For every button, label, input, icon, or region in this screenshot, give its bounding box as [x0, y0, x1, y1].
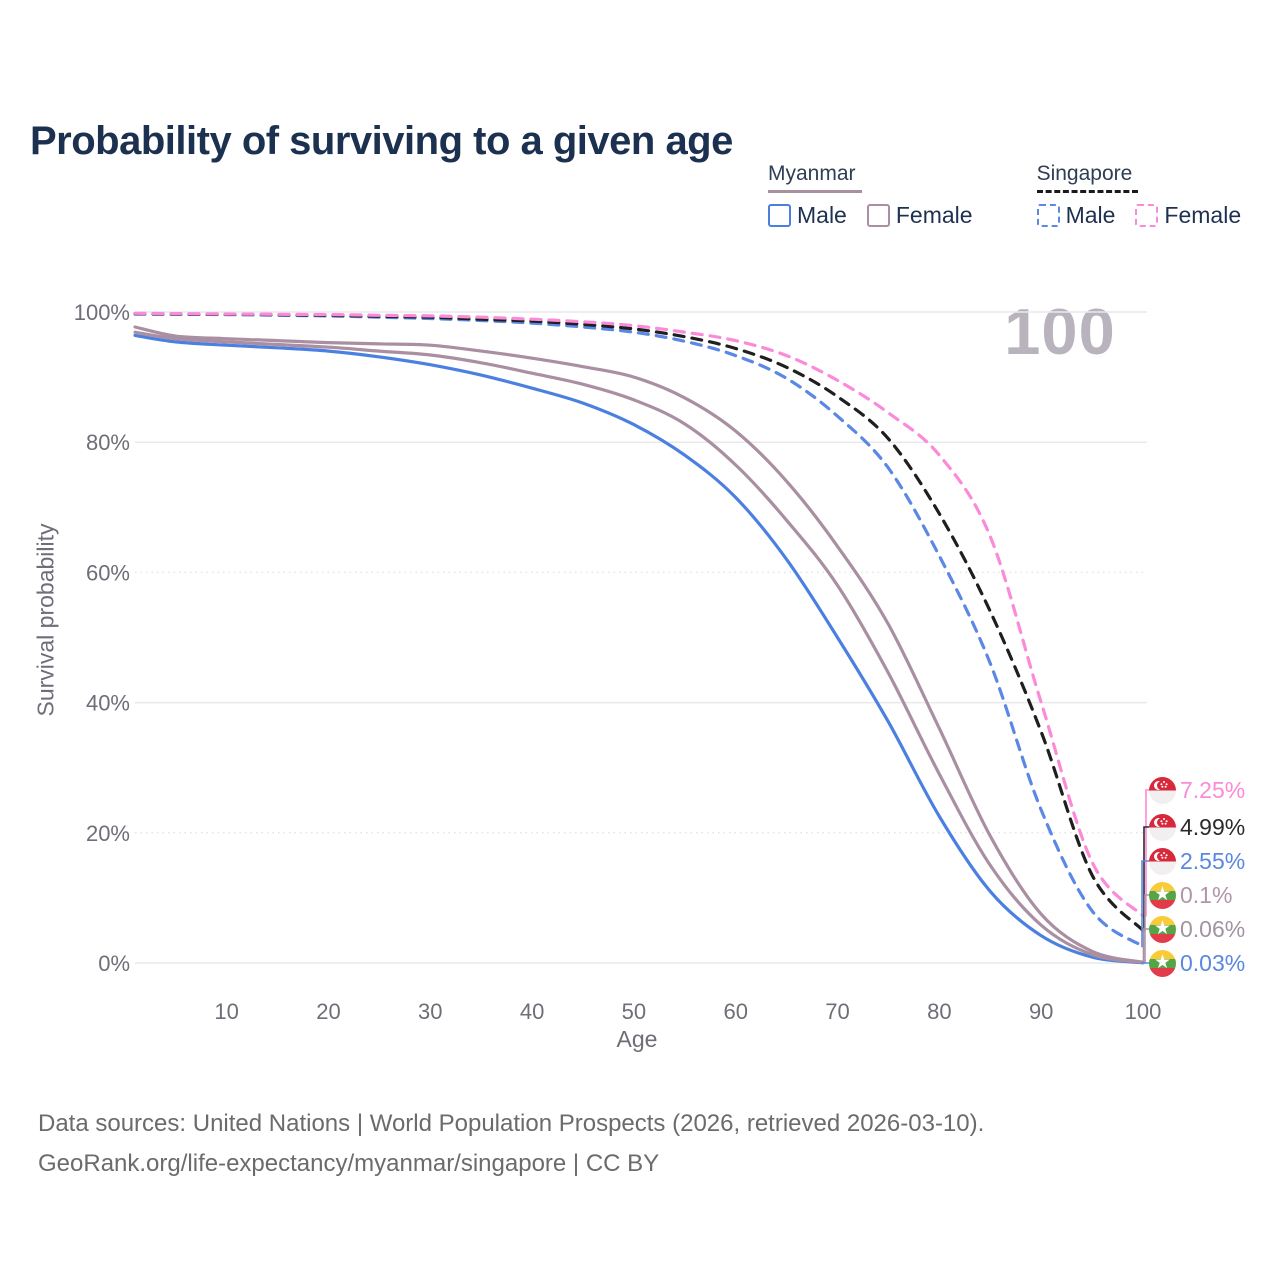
age-counter-watermark: 100 — [1004, 295, 1116, 368]
myanmar-male-swatch-icon[interactable] — [768, 204, 791, 227]
footer: Data sources: United Nations | World Pop… — [38, 1104, 984, 1184]
legend-item-singapore-male[interactable]: Male — [1036, 202, 1116, 229]
y-tick-label: 80% — [86, 430, 130, 455]
x-tick-label: 20 — [316, 999, 340, 1024]
connector-singapore-male — [1141, 860, 1150, 948]
x-tick-label: 30 — [418, 999, 442, 1024]
end-label-value: 0.1% — [1180, 881, 1233, 908]
end-label-value: 0.06% — [1180, 915, 1246, 942]
myanmar-flag-icon: ★ — [1149, 881, 1176, 909]
y-tick-label: 40% — [86, 691, 130, 716]
y-tick-label: 60% — [86, 560, 130, 585]
end-label-value: 4.99% — [1180, 813, 1246, 840]
end-label-myanmar-both-sexes: ★ 0.06% — [1149, 914, 1245, 944]
curve-singapore-both-sexes[interactable] — [133, 312, 1145, 933]
curve-singapore-female[interactable] — [133, 311, 1145, 918]
curve-myanmar-male[interactable] — [133, 333, 1145, 965]
curve-singapore-male[interactable] — [133, 312, 1145, 948]
end-label-singapore-male: 2.55% — [1149, 846, 1245, 876]
legend-group-title-myanmar[interactable]: Myanmar — [768, 162, 862, 193]
end-label-connectors — [1141, 789, 1150, 964]
legend-item-label: Male — [797, 202, 847, 228]
end-label-value: 7.25% — [1180, 776, 1246, 803]
x-tick-label: 50 — [622, 999, 646, 1024]
legend-item-label: Female — [895, 202, 973, 228]
legend-group-title-singapore[interactable]: Singapore — [1036, 162, 1139, 193]
legend-item-singapore-female[interactable]: Female — [1135, 202, 1241, 229]
curve-myanmar-both-sexes[interactable] — [133, 330, 1145, 965]
singapore-flag-icon — [1149, 776, 1176, 804]
gridlines: 0% 20% 40% 60% 80% 100% — [74, 300, 1147, 976]
x-tick-label: 60 — [723, 999, 747, 1024]
end-label-myanmar-male: ★ 0.03% — [1149, 948, 1245, 978]
page-title: Probability of surviving to a given age — [30, 118, 733, 163]
end-label-singapore-female: 7.25% — [1149, 775, 1245, 805]
end-label-value: 2.55% — [1180, 847, 1246, 874]
legend: Myanmar Male Female Singapore Male — [768, 162, 1241, 229]
singapore-female-swatch-icon[interactable] — [1135, 204, 1159, 227]
singapore-male-swatch-icon[interactable] — [1036, 204, 1060, 227]
x-tick-label: 40 — [520, 999, 544, 1024]
x-axis-ticks: 10 20 30 40 50 60 70 80 90 100 — [214, 999, 1161, 1024]
curve-myanmar-female[interactable] — [133, 325, 1145, 964]
x-tick-label: 10 — [214, 999, 238, 1024]
myanmar-flag-icon: ★ — [1149, 949, 1176, 977]
legend-item-myanmar-male[interactable]: Male — [768, 202, 847, 229]
footer-url-line: GeoRank.org/life-expectancy/myanmar/sing… — [38, 1150, 660, 1177]
y-axis-title: Survival probability — [32, 523, 59, 717]
x-tick-label: 90 — [1029, 999, 1053, 1024]
singapore-flag-icon — [1149, 847, 1176, 875]
curves — [133, 311, 1145, 965]
y-tick-label: 0% — [98, 951, 130, 976]
legend-item-myanmar-female[interactable]: Female — [866, 202, 973, 229]
end-label-singapore-both-sexes: 4.99% — [1149, 812, 1245, 842]
legend-item-label: Female — [1164, 202, 1242, 228]
end-label-myanmar-female: ★ 0.1% — [1149, 880, 1232, 910]
myanmar-female-swatch-icon[interactable] — [866, 204, 890, 227]
myanmar-flag-icon: ★ — [1149, 915, 1176, 943]
legend-group-singapore: Singapore Male Female — [1036, 162, 1241, 229]
y-tick-label: 100% — [74, 300, 130, 325]
y-tick-label: 20% — [86, 821, 130, 846]
singapore-flag-icon — [1149, 813, 1176, 841]
x-tick-label: 80 — [927, 999, 951, 1024]
x-axis-title: Age — [616, 1026, 658, 1052]
legend-group-myanmar: Myanmar Male Female — [768, 162, 973, 229]
x-tick-label: 70 — [825, 999, 849, 1024]
x-tick-label: 100 — [1125, 999, 1162, 1024]
footer-sources-line: Data sources: United Nations | World Pop… — [38, 1110, 985, 1137]
legend-item-label: Male — [1065, 202, 1116, 228]
end-label-value: 0.03% — [1180, 949, 1246, 976]
